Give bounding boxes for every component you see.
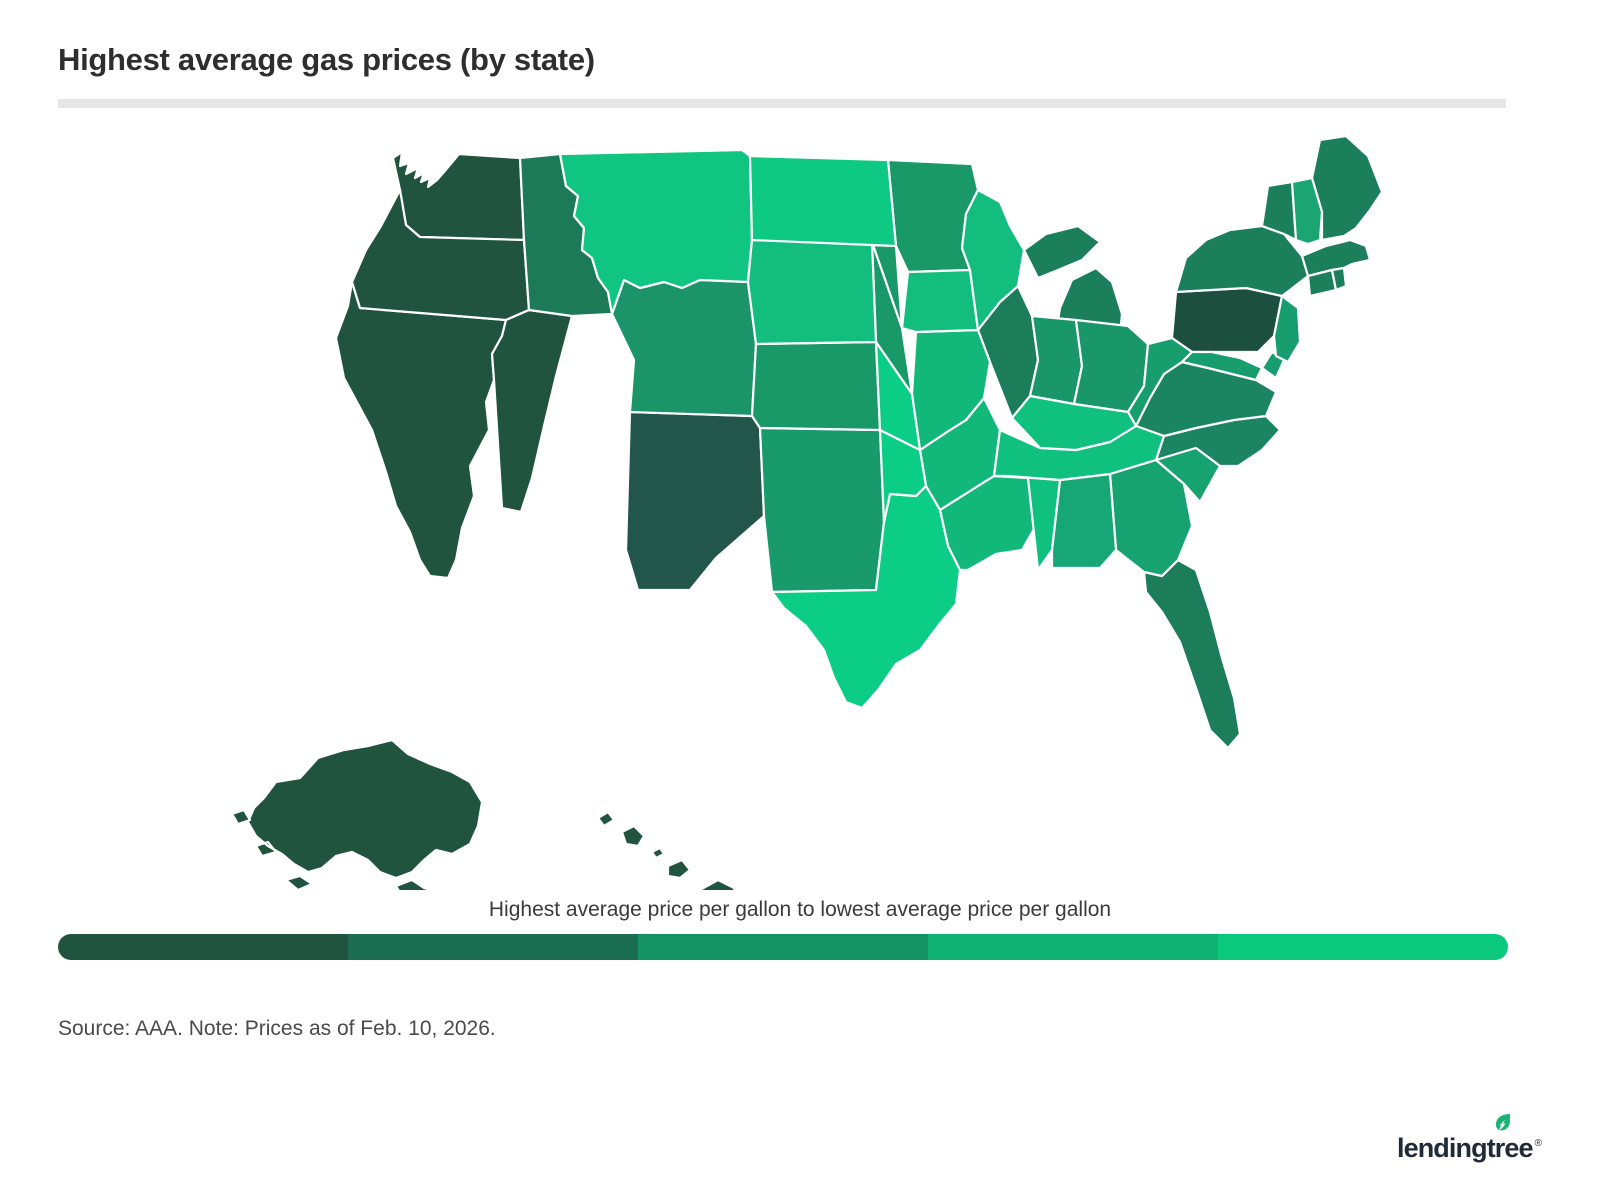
state-wa: Washington: [391, 150, 526, 242]
state-az: Arizona: [624, 410, 766, 592]
map-svg: CaliforniaWashingtonOregonNevadaAlaskaHa…: [230, 134, 1384, 890]
state-ky: Kentucky: [1010, 394, 1138, 452]
state-nh: New Hampshire: [1290, 176, 1324, 246]
leaf-icon: [1493, 1112, 1513, 1137]
state-tx: Texas: [770, 484, 962, 710]
legend-gradient-bar: [58, 934, 1508, 960]
brand-wordmark: lendingtree: [1397, 1133, 1534, 1163]
state-al: Alabama: [1050, 472, 1118, 570]
legend-segment-5: [1218, 934, 1508, 960]
state-ut: Utah: [610, 278, 758, 418]
legend-segment-1: [58, 934, 348, 960]
state-nj: New Jersey: [1272, 294, 1302, 364]
state-ca: California: [334, 280, 508, 580]
state-fl: Florida: [1142, 558, 1242, 750]
state-hi: Hawaii: [596, 810, 736, 890]
state-ks: Kansas: [874, 340, 922, 452]
state-wi: Wisconsin: [960, 188, 1026, 332]
state-nd: North Dakota: [748, 154, 898, 248]
state-me: Maine: [1310, 134, 1384, 242]
state-wy: Wyoming: [746, 238, 878, 346]
state-ak: Alaska: [230, 738, 484, 890]
legend-segment-4: [928, 934, 1218, 960]
state-pa: Pennsylvania: [1170, 286, 1284, 354]
page-title: Highest average gas prices (by state): [58, 42, 595, 77]
source-note: Source: AAA. Note: Prices as of Feb. 10,…: [58, 1017, 496, 1040]
legend-segment-3: [638, 934, 928, 960]
brand-logo: lendingtree ®: [1397, 1114, 1542, 1163]
brand-trademark: ®: [1534, 1138, 1542, 1149]
state-ia: Iowa: [900, 268, 980, 334]
state-nv: Nevada: [490, 308, 574, 514]
legend-segment-2: [348, 934, 638, 960]
brand-mark: lendingtree: [1397, 1114, 1534, 1163]
legend-caption: Highest average price per gallon to lowe…: [488, 898, 1112, 921]
state-in: Indiana: [1028, 314, 1084, 406]
title-divider: [58, 99, 1506, 108]
us-choropleth-map: CaliforniaWashingtonOregonNevadaAlaskaHa…: [0, 130, 1600, 890]
state-co: Colorado: [750, 340, 882, 432]
state-ri: Rhode Island: [1330, 266, 1348, 292]
state-nm: New Mexico: [758, 426, 886, 594]
